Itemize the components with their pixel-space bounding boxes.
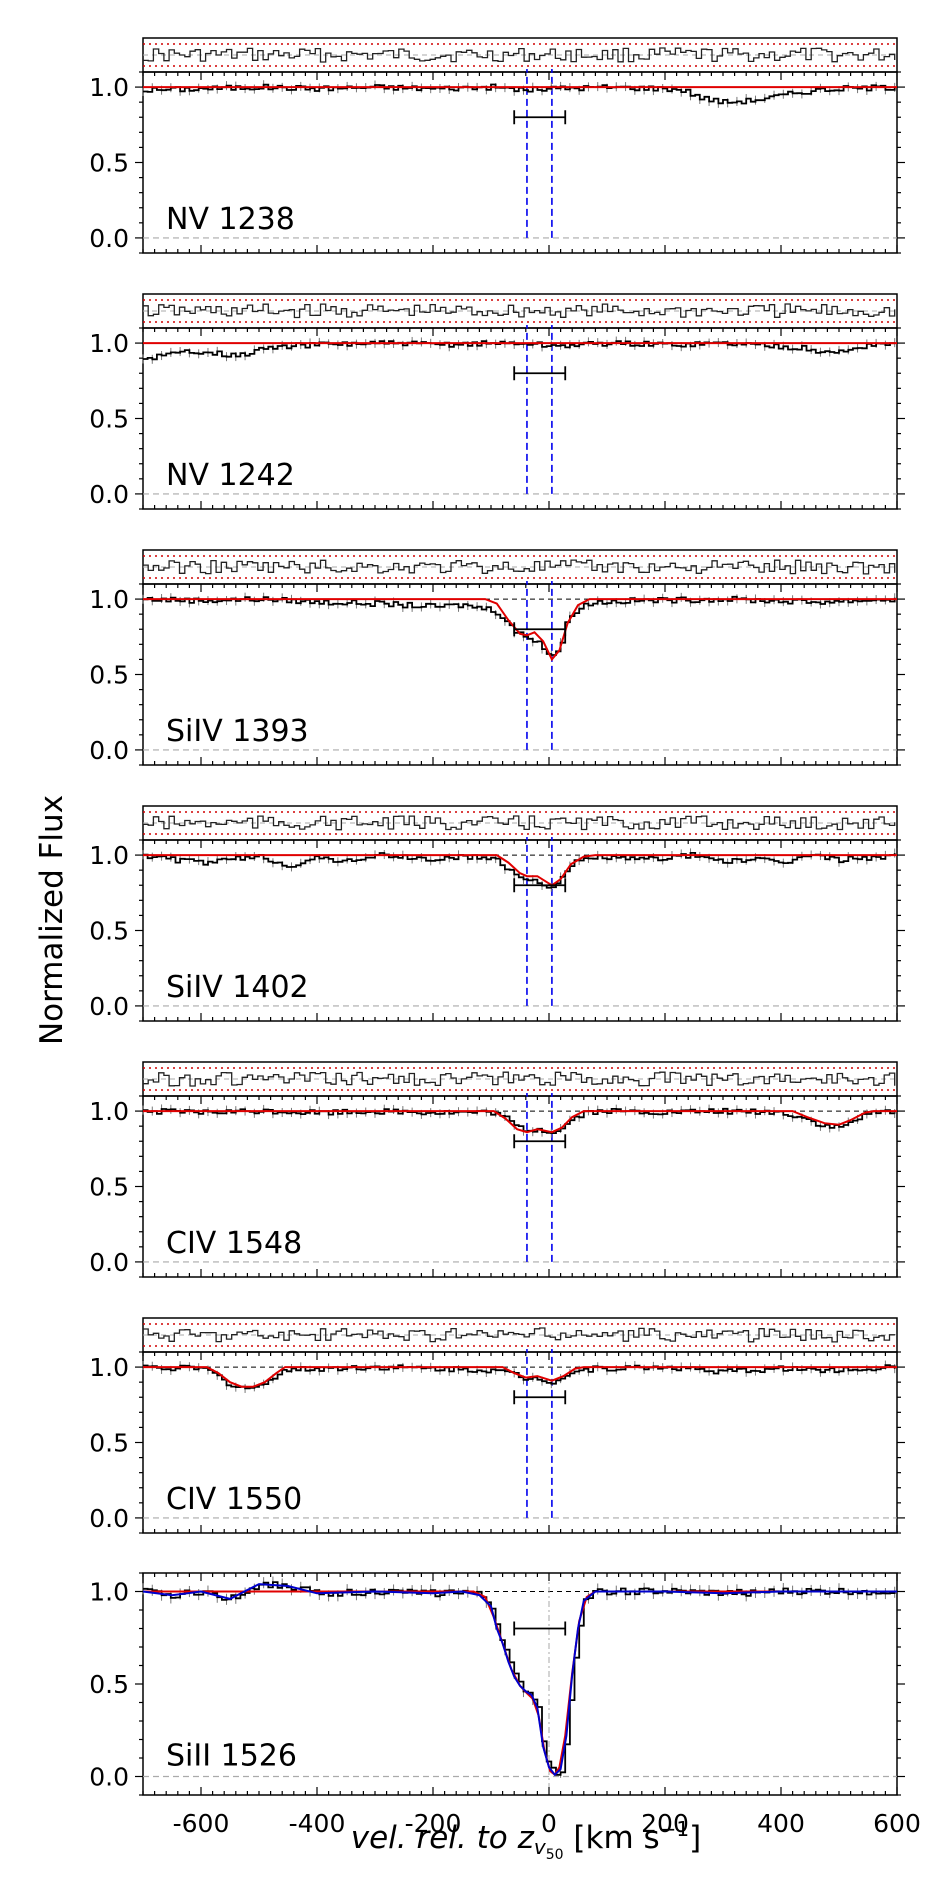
x-axis-label-exponent: −1: [660, 1817, 689, 1841]
x-axis-label-close: ]: [689, 1820, 701, 1856]
y-tick-label: 0.0: [89, 1248, 129, 1277]
x-tick-label: 600: [873, 1809, 921, 1838]
model-fit: [143, 854, 897, 887]
y-tick-label: 0.5: [89, 1173, 129, 1202]
y-tick-label: 0.5: [89, 405, 129, 434]
flux-spectrum: [143, 1107, 896, 1134]
y-tick-label: 0.5: [89, 149, 129, 178]
y-tick-label: 1.0: [89, 1097, 129, 1126]
y-ticks: 0.0 0.5 1.0: [89, 1095, 905, 1278]
y-ticks: 0.0 0.5 1.0: [89, 583, 905, 766]
y-tick-label: 0.5: [89, 1429, 129, 1458]
y-tick-label: 0.0: [89, 992, 129, 1021]
residual-trace: [143, 47, 896, 63]
x-tick-label: -400: [289, 1809, 346, 1838]
panel-label: SiIV 1402: [166, 970, 309, 1005]
y-tick-label: 1.0: [89, 585, 129, 614]
y-ticks: 0.0 0.5 1.0: [89, 1351, 905, 1534]
y-tick-label: 0.5: [89, 917, 129, 946]
flux-spectrum: [143, 595, 896, 656]
x-tick-label: 200: [641, 1809, 689, 1838]
x-axis-label-main: vel. rel. to z: [351, 1820, 535, 1856]
panel-label: SiII 1526: [166, 1738, 297, 1773]
x-axis-label-unit: [km s: [564, 1820, 660, 1856]
y-tick-label: 0.0: [89, 480, 129, 509]
model-fit: [143, 1110, 897, 1134]
x-axis-label-subsub: 50: [546, 1847, 564, 1863]
y-axis-label: Normalized Flux: [34, 795, 70, 1045]
y-tick-label: 0.0: [89, 1504, 129, 1533]
y-tick-label: 1.0: [89, 841, 129, 870]
y-tick-label: 0.5: [89, 661, 129, 690]
y-tick-label: 0.0: [89, 1763, 129, 1792]
panel-label: NV 1242: [166, 458, 295, 493]
y-tick-label: 1.0: [89, 73, 129, 102]
residual-trace: [143, 1071, 896, 1087]
flux-spectrum: [143, 852, 896, 889]
panel-siii-1526: 0.0 0.5 1.0 SiII 1526: [89, 1572, 905, 1796]
residual-trace: [143, 303, 896, 319]
x-ticks: [142, 1352, 898, 1533]
y-ticks: 0.0 0.5 1.0: [89, 71, 905, 254]
y-tick-label: 0.0: [89, 224, 129, 253]
x-ticks: [142, 584, 898, 765]
y-ticks: 0.0 0.5 1.0: [89, 839, 905, 1022]
y-tick-label: 1.0: [89, 329, 129, 358]
y-tick-label: 0.0: [89, 736, 129, 765]
x-tick-label: 0: [541, 1809, 557, 1838]
x-ticks: [142, 1573, 898, 1795]
y-ticks: 0.0 0.5 1.0: [89, 1572, 905, 1796]
x-axis-label: vel. rel. to zv50 [km s−1]: [351, 1817, 702, 1863]
x-ticks: [142, 72, 898, 253]
model-fit: [143, 1366, 897, 1388]
panel-nv-1242: 0.0 0.5 1.0 NV 1242: [89, 293, 905, 510]
x-ticks: [142, 328, 898, 509]
y-tick-label: 1.0: [89, 1578, 129, 1607]
panel-nv-1238: 0.0 0.5 1.0 NV 1238: [89, 37, 905, 254]
flux-spectrum: [143, 1364, 896, 1390]
residual-trace: [143, 1327, 896, 1343]
panels-container: 0.0 0.5 1.0 NV 1238 0.0 0.5 1.0 NV 1242 0.0 0.5 1.…: [89, 37, 905, 1796]
panel-civ-1548: 0.0 0.5 1.0 CIV 1548: [89, 1061, 905, 1278]
panel-siiv-1393: 0.0 0.5 1.0 SiIV 1393: [89, 549, 905, 766]
flux-spectrum: [143, 1581, 896, 1776]
y-ticks: 0.0 0.5 1.0: [89, 327, 905, 510]
x-tick-label: 400: [757, 1809, 805, 1838]
x-tick-label: -200: [405, 1809, 462, 1838]
x-axis-label-sub: v: [534, 1835, 547, 1859]
model-fit-blue: [142, 1583, 897, 1777]
panel-label: SiIV 1393: [166, 714, 309, 749]
y-tick-label: 0.5: [89, 1670, 129, 1699]
residual-trace: [143, 559, 896, 575]
residual-trace: [143, 815, 896, 831]
panel-label: CIV 1550: [166, 1482, 302, 1517]
panel-siiv-1402: 0.0 0.5 1.0 SiIV 1402: [89, 805, 905, 1022]
panel-civ-1550: 0.0 0.5 1.0 CIV 1550: [89, 1317, 905, 1534]
y-tick-label: 1.0: [89, 1353, 129, 1382]
model-fit: [143, 598, 897, 662]
x-tick-label: -600: [173, 1809, 230, 1838]
panel-label: NV 1238: [166, 202, 295, 237]
x-ticks: [142, 840, 898, 1021]
error-bars: [142, 1104, 896, 1138]
panel-label: CIV 1548: [166, 1226, 302, 1261]
x-ticks: [142, 1096, 898, 1277]
x-tick-labels: -600 -400 -200 0 200 400 600: [173, 1809, 921, 1838]
